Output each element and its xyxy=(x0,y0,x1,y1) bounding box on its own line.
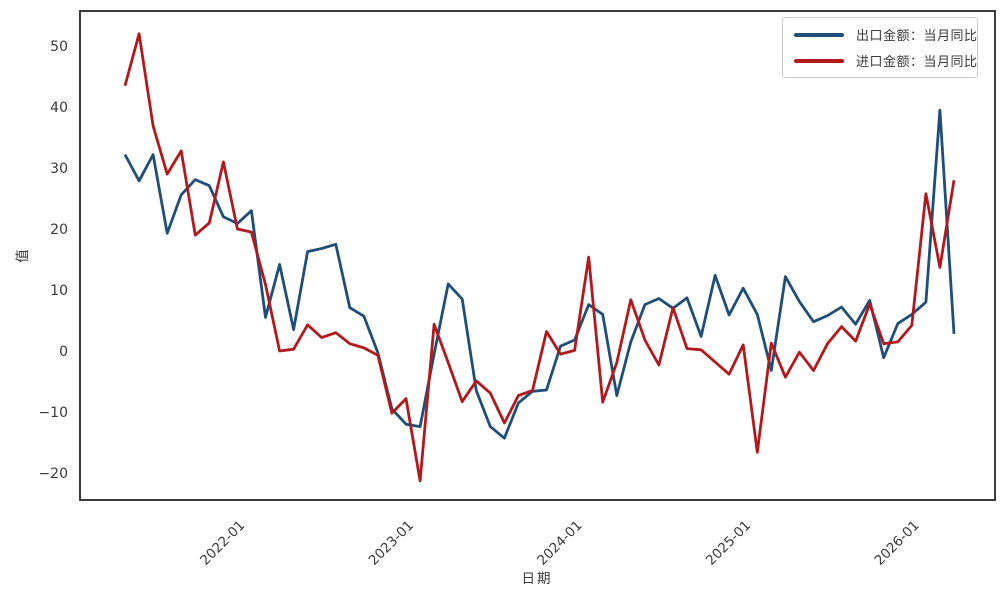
y-tick-label: 10 xyxy=(50,283,68,299)
series-line-0 xyxy=(123,108,956,440)
legend-label-exports: 出口金额：当月同比 xyxy=(856,29,978,44)
legend-item-exports: 出口金额：当月同比 xyxy=(794,25,977,44)
axes-frame xyxy=(79,10,996,501)
y-tick-label: 40 xyxy=(50,100,68,116)
x-tick-label: 2025-01 xyxy=(703,518,754,569)
imports-line-swatch xyxy=(794,58,844,63)
x-tick-label: 2022-01 xyxy=(197,518,248,569)
legend: 出口金额：当月同比 进口金额：当月同比 xyxy=(782,17,978,78)
y-tick-label: 30 xyxy=(50,161,68,177)
y-tick-label: −20 xyxy=(38,466,68,482)
x-axis-label: 日期 xyxy=(522,571,553,587)
y-tick-label: 0 xyxy=(59,344,68,360)
x-axis-tick-labels: 2022-01 2023-01 2024-01 2025-01 2026-01 xyxy=(197,518,923,569)
x-tick-label: 2023-01 xyxy=(366,518,417,569)
x-tick-label: 2026-01 xyxy=(871,518,922,569)
y-tick-label: −10 xyxy=(38,405,68,421)
y-axis-tick-labels: 50 40 30 20 10 0 −10 −20 xyxy=(38,39,68,482)
y-axis-label: 值 xyxy=(15,249,31,263)
legend-item-imports: 进口金额：当月同比 xyxy=(794,51,977,70)
x-tick-label: 2024-01 xyxy=(534,518,585,569)
y-tick-label: 50 xyxy=(50,39,68,55)
exports-line-swatch xyxy=(794,32,844,37)
y-tick-label: 20 xyxy=(50,222,68,238)
series-line-1 xyxy=(123,32,956,483)
data-lines xyxy=(123,32,956,483)
legend-label-imports: 进口金额：当月同比 xyxy=(856,55,978,70)
